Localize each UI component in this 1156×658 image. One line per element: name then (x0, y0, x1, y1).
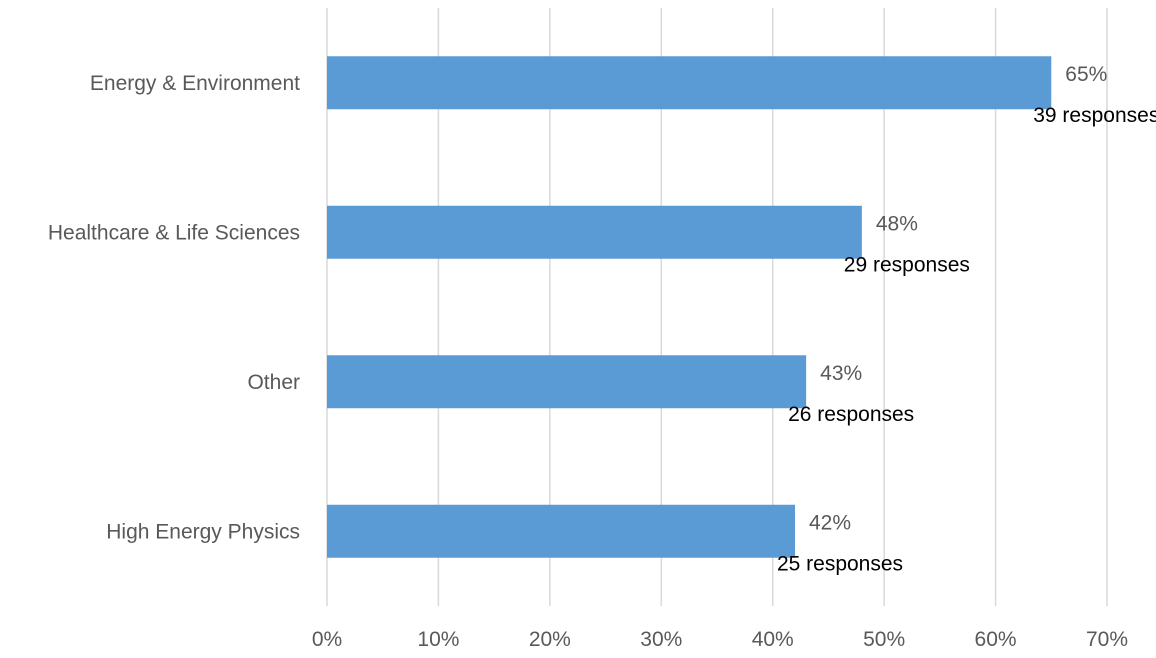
bars (327, 56, 1052, 558)
bar (327, 355, 807, 409)
x-tick-label: 50% (863, 628, 905, 651)
bar (327, 56, 1052, 110)
x-tick-label: 0% (312, 628, 342, 651)
category-label: Energy & Environment (90, 72, 300, 95)
responses-label: 29 responses (844, 253, 970, 276)
responses-label: 25 responses (777, 552, 903, 575)
category-label: High Energy Physics (106, 520, 300, 543)
value-label: 43% (820, 362, 862, 385)
value-label: 65% (1065, 63, 1107, 86)
x-tick-label: 60% (975, 628, 1017, 651)
bar (327, 205, 862, 259)
value-label: 42% (809, 511, 851, 534)
x-tick-label: 20% (529, 628, 571, 651)
category-label: Healthcare & Life Sciences (48, 221, 300, 244)
category-labels: Energy & Environment Healthcare & Life Sc… (48, 72, 300, 544)
responses-label: 26 responses (788, 403, 914, 426)
value-label: 48% (876, 212, 918, 235)
x-tick-label: 40% (752, 628, 794, 651)
responses-label: 39 responses (1033, 104, 1156, 127)
x-tick-label: 30% (640, 628, 682, 651)
bar (327, 504, 795, 558)
x-tick-label: 10% (417, 628, 459, 651)
value-labels: 65% 39 responses 48% 29 responses 43% 26 resp… (777, 63, 1156, 576)
category-label: Other (247, 371, 300, 394)
x-tick-labels: 0% 10% 20% 30% 40% 50% 60% 70% (312, 628, 1128, 651)
x-tick-label: 70% (1086, 628, 1128, 651)
